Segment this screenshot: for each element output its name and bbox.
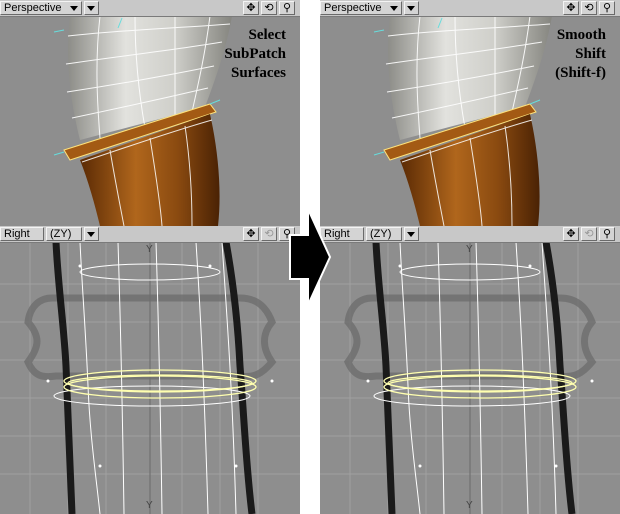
view-options-dropdown[interactable] — [84, 1, 99, 15]
right-panel: Perspective ✥ ⟲ ⚲ Smooth Shift (Shift-f) — [320, 0, 620, 257]
chevron-down-icon — [407, 6, 415, 11]
zoom-icon[interactable]: ⚲ — [599, 227, 615, 241]
perspective-viewport[interactable] — [320, 0, 620, 226]
axis-mode-label: (ZY) — [370, 228, 392, 240]
perspective-toolbar: Perspective ✥ ⟲ ⚲ — [0, 0, 300, 17]
caption-line: (Shift-f) — [555, 65, 606, 81]
step-caption: Select SubPatch Surfaces — [224, 26, 286, 83]
view-options-dropdown[interactable] — [84, 227, 99, 241]
axis-mode-label: (ZY) — [50, 228, 72, 240]
y-axis-marker: Y — [466, 500, 473, 511]
view-type-dropdown[interactable]: Right — [320, 227, 364, 241]
move-icon[interactable]: ✥ — [563, 227, 579, 241]
left-right-view-panel: Y Y Right (ZY) ✥ ⟲ ⚲ — [0, 226, 300, 514]
y-axis-marker: Y — [146, 500, 153, 511]
rotate-icon: ⟲ — [581, 227, 597, 241]
view-type-dropdown[interactable]: Perspective — [0, 1, 82, 15]
left-panel: Perspective ✥ ⟲ ⚲ Select SubPatch Surfac… — [0, 0, 300, 257]
zoom-icon[interactable]: ⚲ — [279, 1, 295, 15]
rotate-icon[interactable]: ⟲ — [261, 1, 277, 15]
perspective-render — [0, 0, 300, 226]
view-options-dropdown[interactable] — [404, 227, 419, 241]
move-icon[interactable]: ✥ — [563, 1, 579, 15]
view-type-dropdown[interactable]: Perspective — [320, 1, 402, 15]
chevron-down-icon — [70, 6, 78, 11]
right-view-toolbar: Right (ZY) ✥ ⟲ ⚲ — [0, 226, 300, 243]
right-arrow-icon — [289, 208, 332, 306]
perspective-toolbar: Perspective ✥ ⟲ ⚲ — [320, 0, 620, 17]
right-viewport[interactable]: Y Y — [0, 226, 300, 514]
right-view-render: Y Y — [320, 226, 620, 514]
rotate-icon[interactable]: ⟲ — [581, 1, 597, 15]
axis-mode-dropdown[interactable]: (ZY) — [366, 227, 402, 241]
chevron-down-icon — [87, 6, 95, 11]
view-options-dropdown[interactable] — [404, 1, 419, 15]
zoom-icon[interactable]: ⚲ — [599, 1, 615, 15]
chevron-down-icon — [390, 6, 398, 11]
move-icon[interactable]: ✥ — [243, 227, 259, 241]
view-type-label: Right — [324, 228, 350, 240]
caption-line: SubPatch — [224, 46, 286, 62]
perspective-viewport[interactable] — [0, 0, 300, 226]
caption-line: Shift — [575, 46, 606, 62]
chevron-down-icon — [407, 232, 415, 237]
step-caption: Smooth Shift (Shift-f) — [555, 26, 606, 83]
y-axis-marker: Y — [466, 244, 473, 255]
caption-line: Smooth — [556, 27, 606, 43]
perspective-render — [320, 0, 620, 226]
view-type-label: Perspective — [4, 2, 62, 14]
right-right-view-panel: Y Y Right (ZY) ✥ ⟲ ⚲ — [320, 226, 620, 514]
right-view-toolbar: Right (ZY) ✥ ⟲ ⚲ — [320, 226, 620, 243]
right-view-render: Y Y — [0, 226, 300, 514]
view-type-label: Perspective — [324, 2, 382, 14]
axis-mode-dropdown[interactable]: (ZY) — [46, 227, 82, 241]
caption-line: Surfaces — [231, 65, 286, 81]
move-icon[interactable]: ✥ — [243, 1, 259, 15]
chevron-down-icon — [87, 232, 95, 237]
rotate-icon: ⟲ — [261, 227, 277, 241]
caption-line: Select — [248, 27, 286, 43]
y-axis-marker: Y — [146, 244, 153, 255]
view-type-label: Right — [4, 228, 30, 240]
right-viewport[interactable]: Y Y — [320, 226, 620, 514]
view-type-dropdown[interactable]: Right — [0, 227, 44, 241]
